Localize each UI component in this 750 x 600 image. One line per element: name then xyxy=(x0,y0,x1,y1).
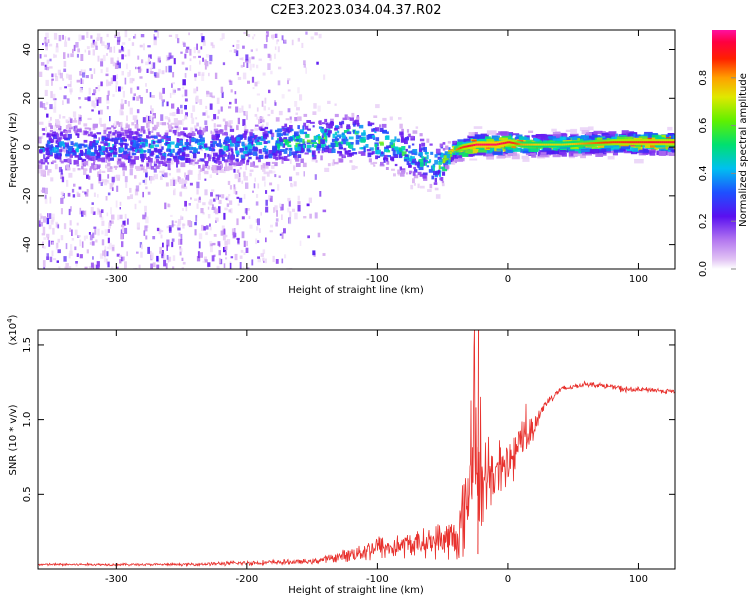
y-tick-label: 1.5 xyxy=(22,337,33,353)
y-tick-label: -40 xyxy=(22,236,33,252)
x-tick-label: -200 xyxy=(236,574,259,585)
y-tick-label: 40 xyxy=(22,43,33,56)
snr-series xyxy=(38,330,675,568)
snr-spike xyxy=(477,330,480,555)
colorbar-tick-label: 0.0 xyxy=(698,261,709,277)
colorbar: 0.0 0.2 0.4 0.6 0.8 Normalized spectral ampl… xyxy=(698,30,749,277)
snr-ticks: -300 -200 -100 0 100 0.5 1.0 1.5 xyxy=(22,330,675,585)
snr-plot-area xyxy=(38,330,675,569)
snr-multiplier: (x104) xyxy=(6,314,19,345)
x-tick-label: 0 xyxy=(505,574,511,585)
colorbar-label: Normalized spectral amplitude xyxy=(738,73,749,227)
y-tick-label: 0 xyxy=(22,144,33,150)
x-tick-label: 100 xyxy=(629,574,648,585)
snr-frame xyxy=(37,329,676,570)
x-tick-label: -300 xyxy=(105,274,128,285)
snr-xlabel: Height of straight line (km) xyxy=(288,585,424,596)
y-tick-label: 20 xyxy=(22,92,33,105)
colorbar-tick-label: 0.8 xyxy=(698,70,709,86)
y-tick-label: 0.5 xyxy=(22,486,33,502)
y-tick-label: -20 xyxy=(22,188,33,204)
spectrogram-frame xyxy=(37,29,676,270)
snr-line xyxy=(38,330,675,568)
colorbar-tick-label: 0.2 xyxy=(698,213,709,229)
x-tick-label: -200 xyxy=(236,274,259,285)
spectrogram-ylabel: Frequency (Hz) xyxy=(8,112,19,188)
x-tick-label: -100 xyxy=(366,274,389,285)
snr-panel: -300 -200 -100 0 100 0.5 1.0 1.5 Height of stra… xyxy=(6,314,676,596)
x-tick-label: -300 xyxy=(105,574,128,585)
colorbar-ticks: 0.0 0.2 0.4 0.6 0.8 xyxy=(698,70,736,277)
spectrogram-xlabel: Height of straight line (km) xyxy=(288,285,424,296)
x-tick-label: 0 xyxy=(505,274,511,285)
y-tick-label: 1.0 xyxy=(22,412,33,428)
spectrogram-heatmap xyxy=(38,30,675,269)
colorbar-tick-label: 0.4 xyxy=(698,165,709,181)
figure-title: C2E3.2023.034.04.37.R02 xyxy=(270,3,441,18)
x-tick-label: -100 xyxy=(366,574,389,585)
colorbar-tick-label: 0.6 xyxy=(698,118,709,134)
colorbar-gradient xyxy=(712,30,736,269)
snr-ylabel: SNR (10 * v/v) xyxy=(8,404,19,475)
x-tick-label: 100 xyxy=(629,274,648,285)
